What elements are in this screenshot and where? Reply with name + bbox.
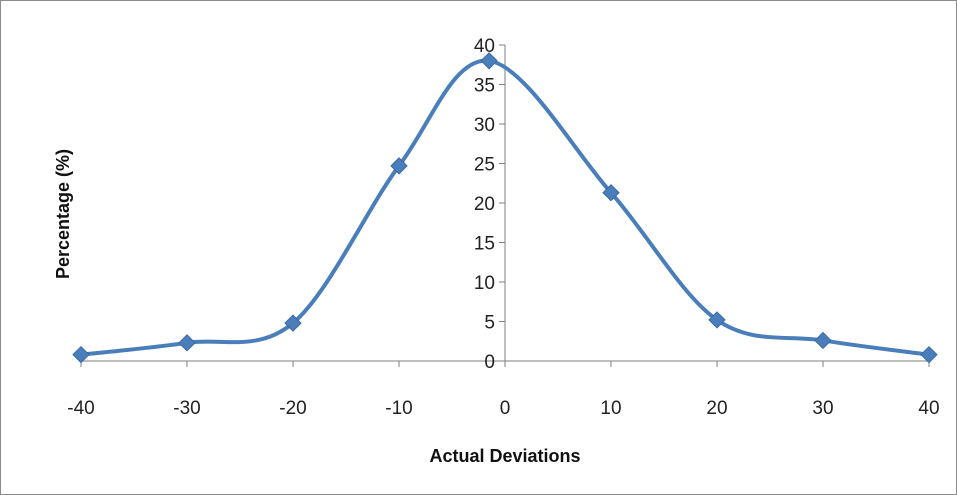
x-tick-label: -30 bbox=[173, 398, 200, 419]
y-tick-label: 40 bbox=[474, 36, 495, 57]
x-tick-label: 10 bbox=[600, 398, 621, 419]
x-tick-label: -20 bbox=[279, 398, 306, 419]
y-tick-label: 35 bbox=[474, 76, 495, 97]
data-point-marker bbox=[178, 334, 196, 352]
data-point-marker bbox=[814, 331, 832, 350]
y-tick-label: 30 bbox=[474, 115, 495, 136]
y-tick-label: 20 bbox=[474, 194, 495, 215]
data-point-marker bbox=[602, 184, 620, 202]
y-tick-label: 10 bbox=[474, 273, 495, 294]
x-tick-label: -10 bbox=[385, 398, 412, 419]
y-tick-label: 25 bbox=[474, 155, 495, 176]
tick-labels: -40 -30 -20 -10 0 10 20 30 40 0 5 10 15 20 25 30 35 40 bbox=[67, 36, 939, 419]
y-tick-label: 0 bbox=[484, 352, 495, 373]
axes bbox=[80, 44, 930, 367]
data-point-marker bbox=[284, 314, 302, 332]
x-axis-title: Actual Deviations bbox=[429, 446, 580, 466]
x-tick-label: 30 bbox=[812, 398, 833, 419]
x-tick-label: 20 bbox=[706, 398, 727, 419]
y-tick-label: 15 bbox=[474, 234, 495, 255]
x-tick-label: 40 bbox=[918, 398, 939, 419]
data-point-marker bbox=[920, 345, 938, 364]
y-tick-label: 5 bbox=[484, 313, 495, 334]
x-tick-label: -40 bbox=[67, 398, 94, 419]
data-point-marker bbox=[480, 52, 498, 70]
data-point-marker bbox=[390, 157, 408, 175]
data-point-marker bbox=[72, 345, 90, 364]
data-point-marker bbox=[708, 311, 726, 329]
y-axis-title: Percentage (%) bbox=[53, 149, 73, 279]
series-layer bbox=[72, 52, 938, 364]
x-tick-label: 0 bbox=[500, 398, 511, 419]
